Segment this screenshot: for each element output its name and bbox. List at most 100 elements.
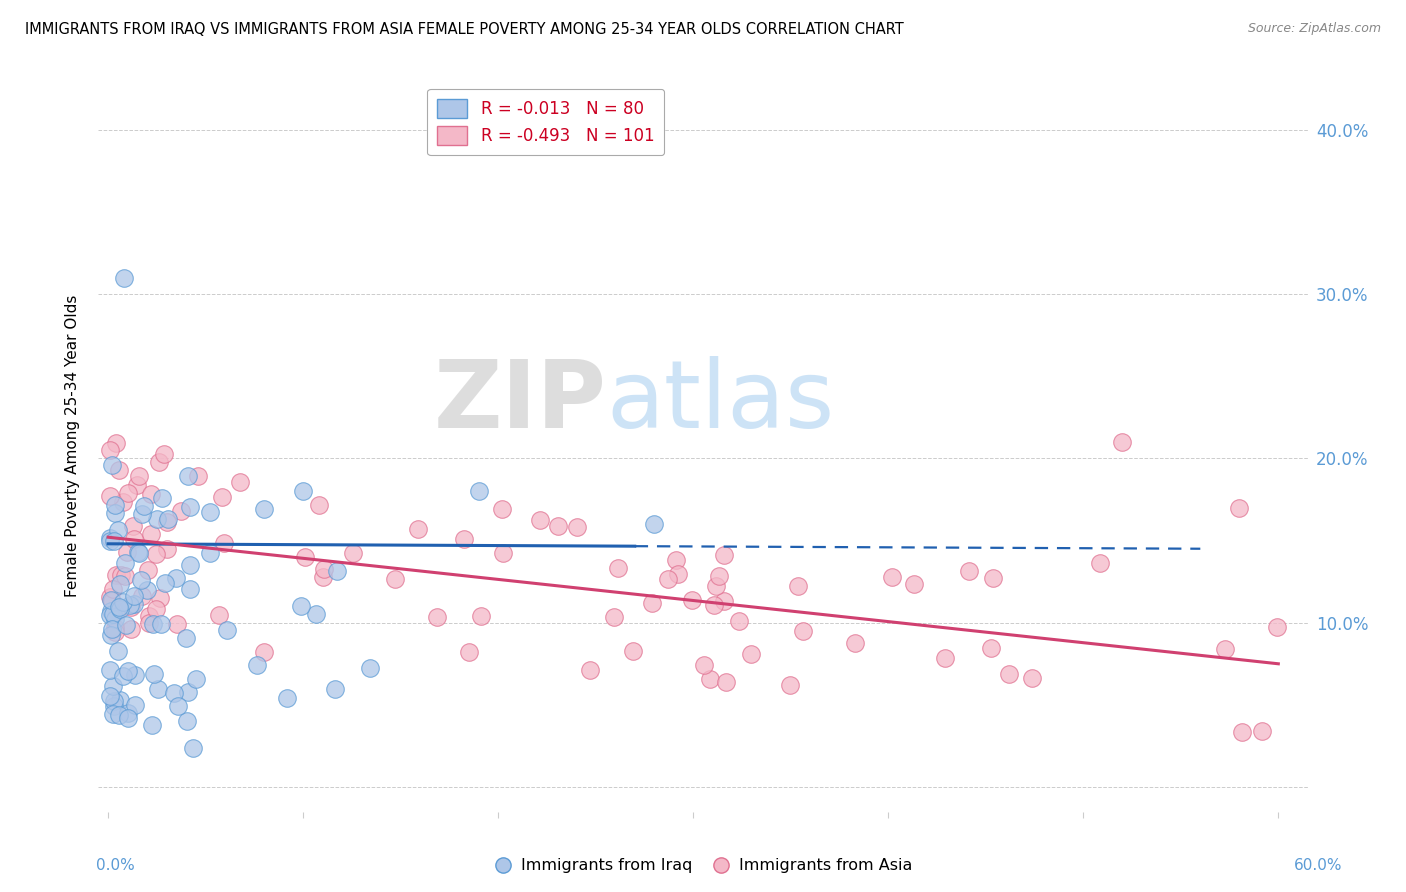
Point [713, 594, 735, 608]
Point [104, 621, 127, 635]
Point [104, 506, 127, 520]
Point [112, 669, 135, 683]
Point [211, 491, 233, 505]
Point [98, 534, 121, 549]
Point [122, 533, 145, 547]
Point [621, 644, 644, 658]
Point [108, 599, 131, 614]
Point [128, 468, 150, 483]
Point [105, 604, 128, 618]
Point [127, 478, 149, 492]
Y-axis label: Female Poverty Among 25-34 Year Olds: Female Poverty Among 25-34 Year Olds [65, 295, 80, 597]
Point [1213, 642, 1236, 657]
Point [1227, 500, 1250, 515]
Point [166, 698, 188, 713]
Point [153, 447, 176, 461]
Point [217, 623, 239, 637]
Point [120, 600, 142, 615]
Point [117, 544, 139, 558]
Point [606, 561, 628, 575]
Point [179, 558, 201, 573]
Point [101, 680, 124, 694]
Point [184, 672, 207, 686]
Point [124, 698, 146, 712]
Point [122, 589, 145, 603]
Point [120, 598, 142, 612]
Point [142, 616, 165, 631]
Point [108, 602, 131, 616]
Point [998, 667, 1021, 681]
Point [308, 498, 330, 512]
Point [666, 567, 689, 582]
Text: IMMIGRANTS FROM IRAQ VS IMMIGRANTS FROM ASIA FEMALE POVERTY AMONG 25-34 YEAR OLD: IMMIGRANTS FROM IRAQ VS IMMIGRANTS FROM … [25, 22, 904, 37]
Point [882, 569, 904, 583]
Point [980, 641, 1002, 656]
Point [100, 627, 122, 641]
Point [112, 595, 135, 609]
Point [714, 674, 737, 689]
Point [179, 500, 201, 514]
Point [145, 547, 167, 561]
Point [713, 548, 735, 562]
Point [100, 593, 122, 607]
Point [136, 563, 159, 577]
Point [314, 561, 336, 575]
Point [176, 714, 198, 728]
Point [294, 549, 316, 564]
Point [579, 663, 602, 677]
Point [104, 436, 127, 450]
Point [1088, 556, 1111, 570]
Text: ZIP: ZIP [433, 356, 606, 448]
Point [114, 556, 136, 570]
Point [103, 694, 125, 708]
Point [165, 571, 187, 585]
Point [131, 589, 153, 603]
Point [136, 582, 159, 597]
Point [98, 608, 121, 623]
Point [111, 495, 134, 509]
Point [547, 519, 569, 533]
Point [253, 645, 276, 659]
Point [139, 527, 162, 541]
Point [384, 572, 406, 586]
Point [100, 604, 122, 618]
Point [426, 610, 449, 624]
Point [117, 665, 139, 679]
Point [228, 475, 250, 489]
Point [98, 689, 121, 703]
Point [453, 532, 475, 546]
Point [146, 682, 169, 697]
Point [156, 541, 179, 556]
Point [145, 601, 167, 615]
Point [179, 582, 201, 597]
Point [492, 546, 515, 560]
Point [1265, 620, 1288, 634]
Point [112, 270, 135, 285]
Point [292, 484, 315, 499]
Point [146, 511, 169, 525]
Point [156, 516, 179, 530]
Point [139, 486, 162, 500]
Point [177, 469, 200, 483]
Point [1111, 434, 1133, 449]
Point [934, 651, 956, 665]
Point [1232, 724, 1254, 739]
Point [150, 491, 173, 505]
Point [491, 501, 513, 516]
Point [115, 617, 138, 632]
Point [740, 647, 762, 661]
Point [98, 663, 121, 677]
Legend: R = -0.013   N = 80, R = -0.493   N = 101: R = -0.013 N = 80, R = -0.493 N = 101 [427, 88, 664, 155]
Point [101, 594, 124, 608]
Point [699, 672, 721, 686]
Point [792, 624, 814, 638]
Point [643, 517, 665, 532]
Point [142, 667, 165, 681]
Point [787, 579, 810, 593]
Point [103, 534, 125, 549]
Point [114, 568, 136, 582]
Point [779, 678, 801, 692]
Point [276, 690, 298, 705]
Point [170, 504, 193, 518]
Point [467, 484, 489, 499]
